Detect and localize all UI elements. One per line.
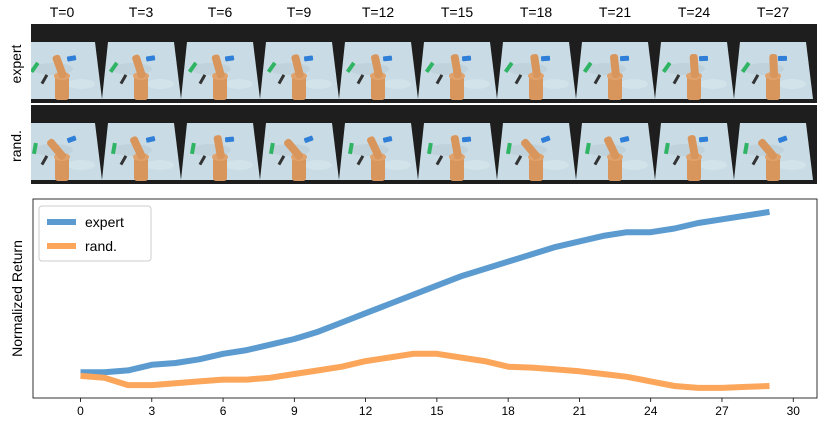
frame-label: T=12 <box>361 4 395 20</box>
frame-label: T=0 <box>49 4 75 20</box>
frame-thumbnail <box>418 105 497 184</box>
frame-thumbnail <box>260 105 339 184</box>
rand-frames-strip <box>31 105 817 184</box>
frame-label: T=9 <box>286 4 312 20</box>
frame-thumbnail <box>734 24 813 103</box>
frame-thumbnail <box>655 105 734 184</box>
frame-thumbnail <box>260 24 339 103</box>
row-label-expert: expert <box>8 44 24 84</box>
frame-thumbnail <box>339 105 418 184</box>
y-axis-label: Normalized Return <box>9 240 25 357</box>
legend: expert rand. <box>38 205 152 262</box>
frame-thumbnail <box>418 24 497 103</box>
x-tick-label: 12 <box>359 404 373 418</box>
frame-thumbnail <box>497 105 576 184</box>
row-label-rand: rand. <box>8 130 24 162</box>
frame-thumbnail <box>339 24 418 103</box>
x-tick-label: 9 <box>291 404 298 418</box>
x-tick-label: 18 <box>501 404 515 418</box>
frame-thumbnail <box>181 24 260 103</box>
frame-thumbnail <box>102 24 181 103</box>
frame-label: T=24 <box>677 4 711 20</box>
frame-label: T=21 <box>598 4 632 20</box>
x-tick-label: 21 <box>573 404 587 418</box>
frame-thumbnail <box>31 105 102 184</box>
frame-label: T=3 <box>128 4 154 20</box>
frame-thumbnail <box>734 105 813 184</box>
legend-label: rand. <box>85 238 117 254</box>
series-line-expert <box>80 208 770 376</box>
legend-label: expert <box>85 214 124 230</box>
frame-thumbnail <box>31 24 102 103</box>
x-tick-label: 27 <box>715 404 729 418</box>
x-tick-label: 24 <box>644 404 658 418</box>
frame-thumbnail <box>655 24 734 103</box>
frame-thumbnail <box>181 105 260 184</box>
frame-label: T=6 <box>207 4 233 20</box>
expert-frames-strip <box>31 24 817 103</box>
frame-label: T=18 <box>519 4 553 20</box>
series-line-rand <box>80 350 770 391</box>
x-tick-label: 15 <box>430 404 444 418</box>
frame-label: T=27 <box>756 4 790 20</box>
x-tick-label: 0 <box>77 404 84 418</box>
frame-thumbnail <box>576 24 655 103</box>
frame-thumbnail <box>576 105 655 184</box>
frame-thumbnail <box>102 105 181 184</box>
x-tick-label: 6 <box>220 404 227 418</box>
x-tick-label: 3 <box>148 404 155 418</box>
plot-frame <box>32 198 818 399</box>
x-tick-label: 30 <box>787 404 801 418</box>
legend-box <box>38 205 152 262</box>
frame-label: T=15 <box>440 4 474 20</box>
frame-thumbnail <box>497 24 576 103</box>
